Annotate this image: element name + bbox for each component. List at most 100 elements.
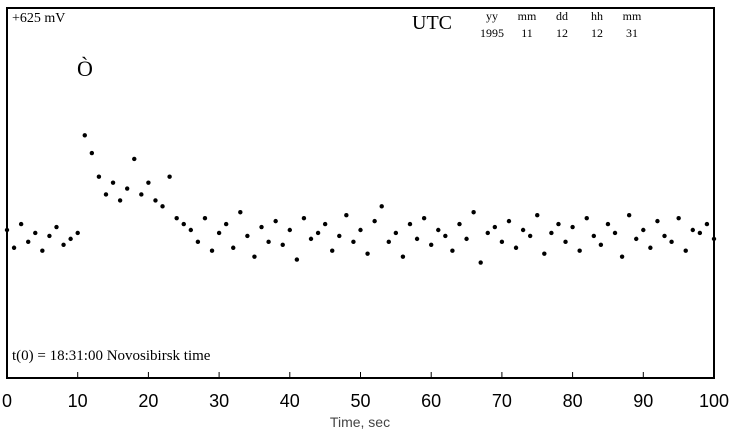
- data-point: [605, 221, 611, 227]
- data-point: [683, 248, 688, 253]
- data-point: [351, 239, 356, 245]
- data-point: [414, 236, 420, 242]
- data-point: [429, 242, 434, 247]
- data-point: [216, 230, 222, 236]
- utc-field-label: mm: [518, 9, 537, 23]
- data-point: [570, 224, 575, 230]
- data-point: [209, 248, 215, 253]
- data-point: [563, 239, 568, 245]
- data-point: [520, 227, 526, 233]
- utc-field-value: 11: [521, 26, 533, 40]
- data-point: [266, 239, 271, 245]
- data-point: [301, 215, 307, 221]
- data-point: [153, 198, 158, 203]
- data-point: [704, 221, 710, 227]
- data-point: [89, 150, 95, 156]
- data-point: [372, 218, 377, 224]
- utc-field-value: 12: [591, 26, 603, 40]
- data-point: [542, 251, 547, 256]
- data-point: [33, 230, 38, 236]
- data-point: [485, 230, 490, 236]
- x-tick-label: 10: [68, 391, 88, 411]
- data-point: [619, 254, 625, 259]
- data-point: [662, 233, 667, 239]
- data-point: [648, 245, 653, 250]
- data-point: [96, 174, 102, 179]
- x-tick-label: 70: [492, 391, 512, 411]
- data-point: [407, 221, 413, 227]
- x-tick-label: 90: [633, 391, 653, 411]
- data-point: [202, 215, 208, 221]
- data-point: [358, 227, 363, 233]
- utc-title: UTC: [412, 12, 452, 34]
- data-point: [436, 227, 441, 233]
- data-point: [379, 204, 384, 209]
- data-point: [273, 218, 278, 224]
- data-point: [598, 242, 604, 247]
- data-point: [308, 236, 314, 242]
- data-point: [365, 251, 370, 256]
- data-point: [315, 230, 321, 236]
- data-point: [471, 210, 476, 215]
- data-point: [492, 224, 498, 230]
- annotation: t(0) = 18:31:00 Novosibirsk time: [12, 348, 211, 364]
- data-point: [18, 221, 24, 227]
- data-point: [61, 242, 66, 247]
- data-point: [400, 254, 406, 259]
- data-point: [556, 221, 561, 227]
- data-point: [330, 248, 335, 253]
- data-point: [386, 239, 391, 245]
- data-point: [139, 192, 144, 197]
- data-point: [231, 245, 236, 250]
- utc-field-label: mm: [623, 9, 642, 23]
- data-point: [527, 233, 533, 239]
- x-tick-label: 0: [2, 391, 12, 411]
- data-point: [11, 245, 17, 250]
- data-point: [124, 186, 130, 191]
- data-point: [711, 236, 717, 242]
- data-point: [287, 227, 292, 233]
- utc-field-value: 1995: [480, 26, 504, 40]
- data-point: [174, 215, 179, 221]
- utc-field-label: hh: [591, 9, 603, 23]
- data-point: [535, 213, 540, 218]
- utc-field-label: yy: [486, 9, 498, 23]
- data-point: [337, 233, 342, 239]
- plot-frame: [6, 7, 715, 379]
- data-point: [188, 227, 194, 233]
- data-point: [245, 233, 250, 239]
- x-axis-label: Time, sec: [330, 414, 390, 430]
- data-point: [421, 215, 427, 221]
- data-point: [478, 260, 483, 265]
- data-point: [464, 236, 469, 242]
- data-point: [40, 248, 45, 253]
- data-point: [344, 213, 349, 218]
- data-point: [132, 156, 137, 162]
- data-point: [238, 210, 243, 215]
- data-point: [655, 218, 660, 224]
- data-point: [54, 224, 59, 230]
- data-point: [223, 221, 229, 227]
- data-point: [26, 239, 31, 245]
- data-point: [450, 248, 455, 253]
- data-point: [259, 224, 264, 230]
- data-point: [167, 174, 172, 179]
- data-point: [195, 239, 201, 245]
- data-point: [577, 248, 582, 253]
- data-point: [506, 218, 512, 224]
- data-point: [68, 236, 73, 242]
- x-tick-label: 20: [138, 391, 158, 411]
- data-point: [4, 227, 10, 233]
- data-point: [513, 245, 519, 250]
- x-tick-label: 80: [563, 391, 583, 411]
- data-point: [641, 227, 646, 233]
- data-point: [443, 233, 448, 239]
- data-point: [634, 236, 639, 242]
- data-point: [322, 221, 328, 227]
- data-point: [294, 257, 300, 262]
- data-point: [584, 215, 589, 221]
- data-point: [393, 230, 399, 236]
- data-point: [181, 221, 186, 227]
